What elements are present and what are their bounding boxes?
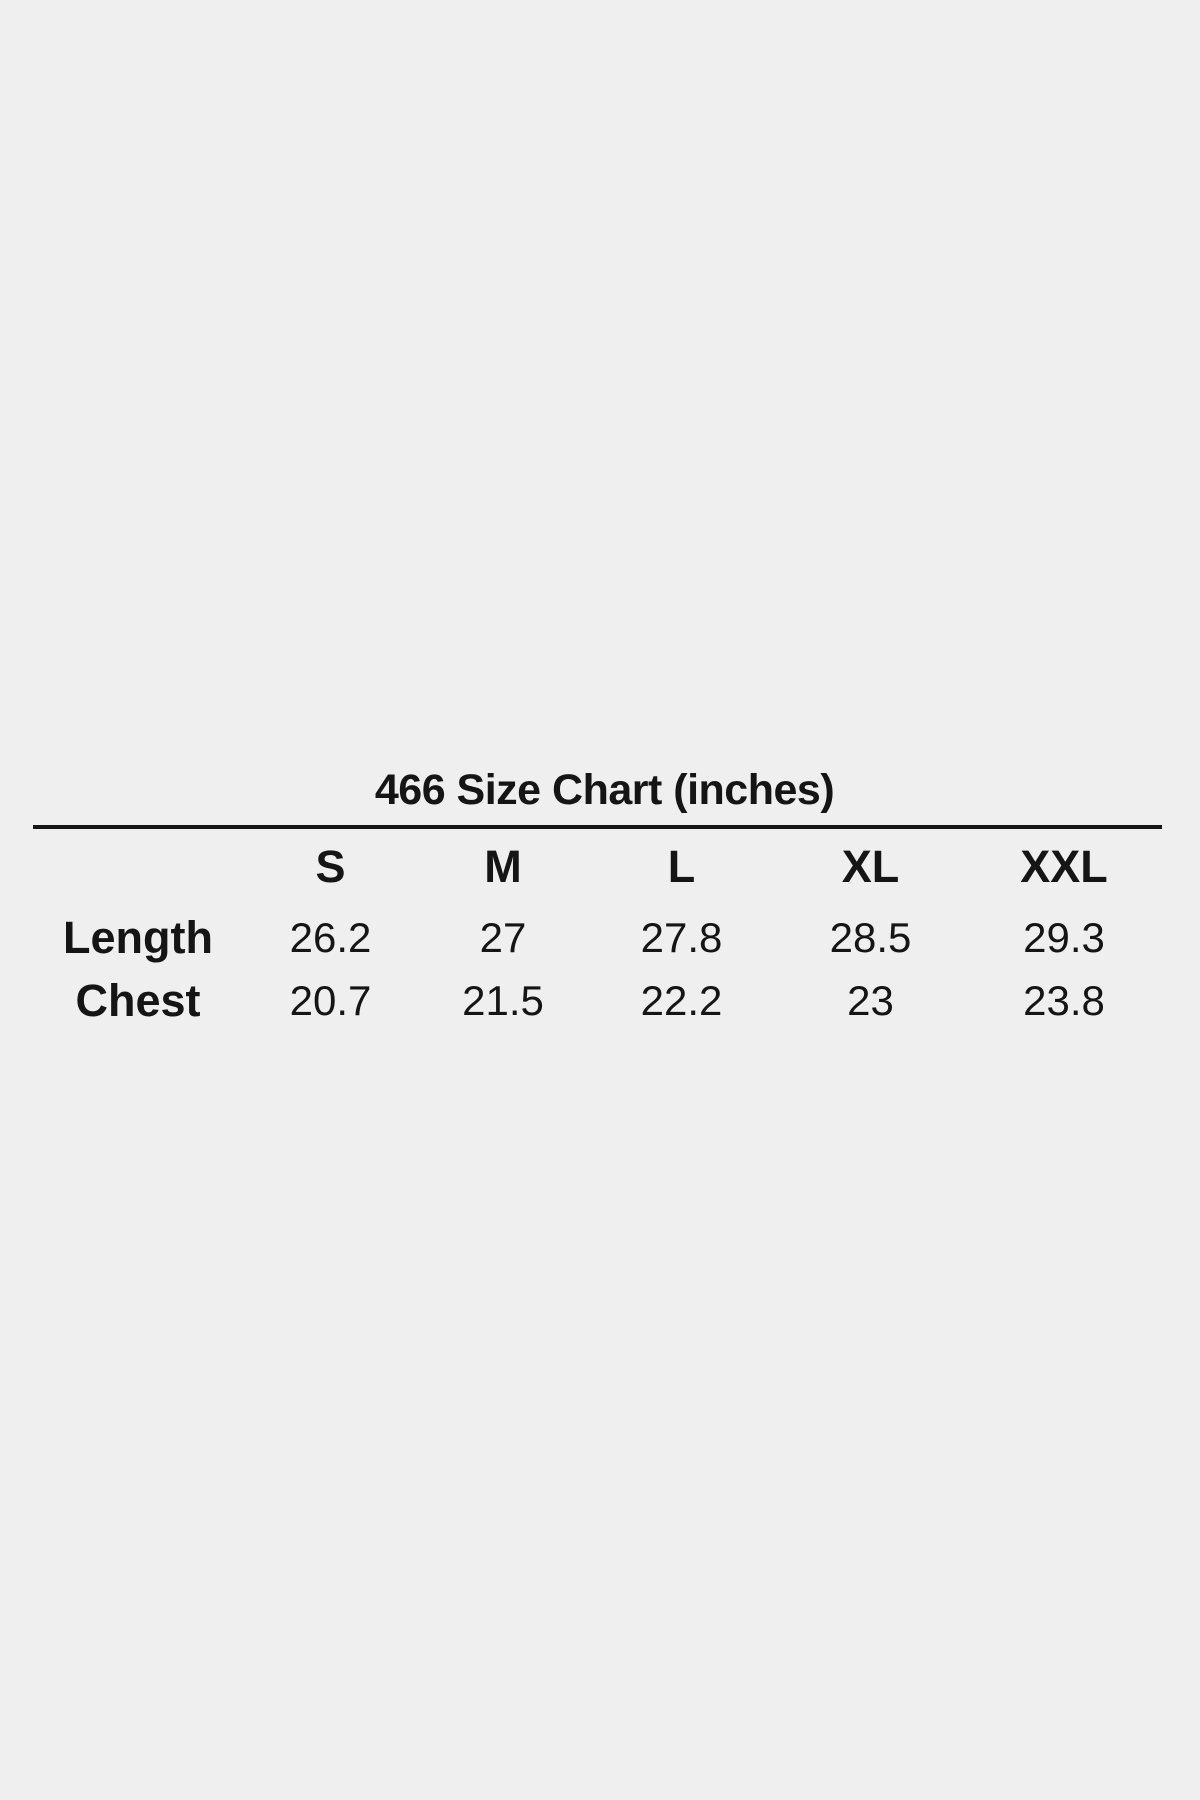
title-rule (33, 825, 1162, 829)
cell-length-xxl: 29.3 (1023, 913, 1105, 961)
row-label-length: Length (63, 911, 213, 963)
size-chart-title: 466 Size Chart (inches) (374, 766, 835, 814)
cell-chest-xl: 23 (847, 977, 894, 1024)
cell-chest-xxl: 23.8 (1023, 977, 1105, 1024)
table-row-chest: Chest 20.7 21.5 22.2 23 23.8 (33, 970, 1162, 1032)
table-row-length: Length 26.2 27 27.8 28.5 29.3 (33, 905, 1162, 970)
size-table: S M L XL XXL Length 26.2 27 27.8 28.5 29… (33, 829, 1162, 1032)
corner-cell (33, 829, 243, 905)
col-header-xxl: XXL (1020, 841, 1108, 892)
size-chart: 466 Size Chart (inches) S M L XL XXL (33, 766, 1162, 1032)
cell-length-l: 27.8 (640, 913, 723, 961)
col-header-m: M (484, 841, 522, 892)
cell-chest-m: 21.5 (462, 977, 544, 1024)
row-label-chest: Chest (75, 975, 201, 1026)
cell-length-s: 26.2 (289, 913, 372, 961)
cell-chest-s: 20.7 (289, 977, 372, 1024)
cell-length-m: 27 (479, 913, 527, 961)
cell-length-xl: 28.5 (829, 913, 912, 961)
cell-chest-l: 22.2 (640, 977, 723, 1024)
size-header-row: S M L XL XXL (33, 829, 1162, 905)
col-header-l: L (667, 841, 696, 892)
col-header-xl: XL (841, 841, 900, 892)
col-header-s: S (315, 841, 346, 892)
